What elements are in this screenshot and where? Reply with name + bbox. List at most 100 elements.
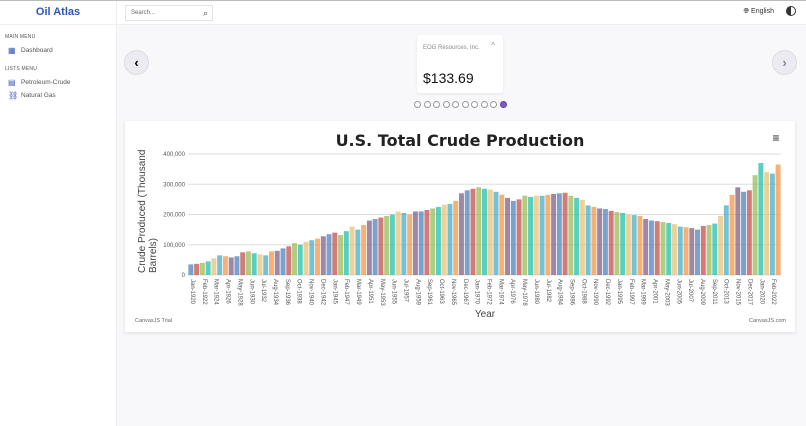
bar[interactable] <box>700 225 706 275</box>
chevron-up-icon[interactable]: ^ <box>491 41 495 50</box>
bar[interactable] <box>280 248 286 275</box>
bar[interactable] <box>458 193 464 275</box>
bar[interactable] <box>211 258 217 275</box>
bar[interactable] <box>597 208 603 275</box>
bar[interactable] <box>718 216 724 275</box>
bar[interactable] <box>620 212 626 275</box>
bar[interactable] <box>706 225 712 275</box>
bar[interactable] <box>643 219 649 275</box>
bar[interactable] <box>539 195 545 275</box>
bar[interactable] <box>361 225 367 275</box>
bar[interactable] <box>407 214 413 276</box>
bar[interactable] <box>568 195 574 275</box>
bar[interactable] <box>585 205 591 275</box>
bar[interactable] <box>602 209 608 275</box>
bar[interactable] <box>217 255 223 275</box>
bar[interactable] <box>499 194 505 275</box>
bar[interactable] <box>430 208 436 275</box>
bar[interactable] <box>389 214 395 276</box>
bar[interactable] <box>758 163 764 275</box>
bar[interactable] <box>309 240 315 275</box>
bar[interactable] <box>401 212 407 275</box>
bar[interactable] <box>251 253 257 275</box>
bar[interactable] <box>723 205 729 275</box>
bar[interactable] <box>654 221 660 275</box>
bar[interactable] <box>222 256 228 275</box>
bar[interactable] <box>257 254 263 275</box>
bar[interactable] <box>343 231 349 275</box>
bar[interactable] <box>194 263 200 275</box>
bar[interactable] <box>424 209 430 275</box>
bar[interactable] <box>648 220 654 275</box>
bar[interactable] <box>574 197 580 275</box>
bar[interactable] <box>677 226 683 275</box>
bar[interactable] <box>608 210 614 275</box>
carousel-dot[interactable] <box>490 101 497 108</box>
bar[interactable] <box>441 204 447 275</box>
bar[interactable] <box>672 224 677 275</box>
sidebar-item-dashboard[interactable]: ▦ Dashboard <box>0 44 116 57</box>
bar[interactable] <box>579 199 585 275</box>
bar[interactable] <box>487 189 493 275</box>
bar[interactable] <box>245 251 251 275</box>
bar[interactable] <box>338 235 344 275</box>
bar[interactable] <box>660 222 666 275</box>
bar[interactable] <box>522 195 528 275</box>
bar[interactable] <box>464 190 470 275</box>
carousel-dot[interactable] <box>433 101 440 108</box>
carousel-prev-button[interactable]: ‹ <box>124 50 149 75</box>
bar[interactable] <box>263 255 269 275</box>
bar[interactable] <box>614 212 620 275</box>
bar[interactable] <box>528 196 534 275</box>
bar[interactable] <box>562 192 568 275</box>
bar[interactable] <box>384 216 390 275</box>
bar[interactable] <box>286 246 292 275</box>
bar[interactable] <box>292 243 297 275</box>
bar[interactable] <box>689 228 695 275</box>
bar[interactable] <box>326 234 332 275</box>
bar[interactable] <box>315 238 321 275</box>
bar[interactable] <box>297 244 303 275</box>
bar[interactable] <box>482 188 487 275</box>
bar[interactable] <box>775 164 781 275</box>
bar[interactable] <box>712 223 718 275</box>
bar[interactable] <box>418 211 424 275</box>
bar[interactable] <box>666 222 672 275</box>
hamburger-icon[interactable]: ≡ <box>772 131 779 145</box>
bar[interactable] <box>453 200 459 275</box>
stock-card[interactable]: EOG Resources, Inc. ^ $133.69 <box>417 35 503 93</box>
bar[interactable] <box>746 190 752 275</box>
bar[interactable] <box>741 191 747 275</box>
bar[interactable] <box>234 256 240 275</box>
bar[interactable] <box>516 199 522 275</box>
sidebar-item-natural-gas[interactable]: ⛓ Natural Gas <box>0 89 116 102</box>
bar[interactable] <box>505 197 511 275</box>
bar[interactable] <box>274 250 280 275</box>
carousel-next-button[interactable]: › <box>772 50 797 75</box>
bar[interactable] <box>435 206 441 275</box>
bar[interactable] <box>729 194 735 275</box>
bar[interactable] <box>683 227 689 275</box>
bar[interactable] <box>510 200 516 275</box>
bar[interactable] <box>556 193 562 275</box>
bar[interactable] <box>769 173 775 275</box>
carousel-dot[interactable] <box>480 101 488 108</box>
credit-right[interactable]: CanvasJS.com <box>749 318 786 324</box>
carousel-dot[interactable] <box>414 101 421 108</box>
bar[interactable] <box>752 175 758 275</box>
bar[interactable] <box>355 229 361 275</box>
bar[interactable] <box>188 264 194 275</box>
bar[interactable] <box>551 193 557 275</box>
carousel-dot[interactable] <box>461 101 469 108</box>
sidebar-item-petroleum-crude[interactable]: ▤ Petroleum-Crude <box>0 76 116 89</box>
bar[interactable] <box>625 214 631 276</box>
brand-logo[interactable]: Oil Atlas <box>0 1 116 25</box>
theme-toggle-icon[interactable] <box>786 6 796 16</box>
bar[interactable] <box>764 172 770 275</box>
search-icon[interactable]: ⌕ <box>202 8 208 18</box>
bar[interactable] <box>240 252 246 275</box>
bar[interactable] <box>228 257 234 275</box>
bar[interactable] <box>493 191 499 275</box>
carousel-dot[interactable] <box>442 101 450 108</box>
carousel-dot[interactable] <box>452 101 459 108</box>
